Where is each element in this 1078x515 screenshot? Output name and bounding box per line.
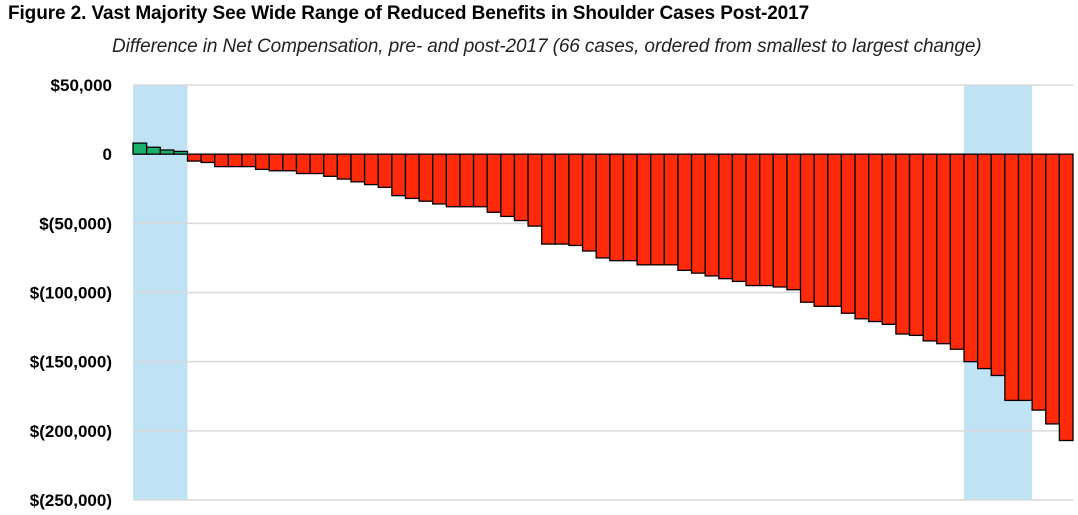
bar-case-9 <box>241 153 257 168</box>
bar-case-69 <box>1058 153 1074 442</box>
bar-case-3 <box>159 149 175 155</box>
bar-case-49 <box>786 153 802 291</box>
bar-case-37 <box>622 153 638 262</box>
bar-case-15 <box>323 153 338 177</box>
bar-case-25 <box>459 153 475 208</box>
bar-case-64 <box>990 153 1006 377</box>
bar-case-33 <box>568 153 584 247</box>
bar-case-41 <box>677 153 693 272</box>
bar-case-11 <box>268 153 284 172</box>
bar-case-46 <box>745 153 761 287</box>
bar-case-26 <box>472 153 488 208</box>
bar-case-63 <box>976 153 992 370</box>
bar-case-67 <box>1031 153 1047 411</box>
y-tick-label: $(200,000) <box>30 422 112 441</box>
bar-case-40 <box>663 153 679 266</box>
y-tick-label: $(250,000) <box>30 491 112 510</box>
bar-case-29 <box>513 153 529 222</box>
bar-case-1 <box>132 142 148 155</box>
bar-case-65 <box>1004 153 1020 402</box>
bar-case-4 <box>173 150 189 155</box>
bar-case-54 <box>854 153 870 320</box>
bar-case-51 <box>813 153 829 307</box>
bars <box>132 142 1074 442</box>
chart-subtitle: Difference in Net Compensation, pre- and… <box>112 36 982 57</box>
y-tick-label: $50,000 <box>51 76 112 95</box>
bar-case-48 <box>772 153 788 288</box>
bar-case-66 <box>1017 153 1033 402</box>
y-tick-label: $(100,000) <box>30 284 112 303</box>
bar-case-52 <box>827 153 843 307</box>
bar-case-42 <box>690 153 706 274</box>
bar-case-16 <box>336 153 352 180</box>
bar-case-5 <box>186 153 202 162</box>
bar-case-22 <box>418 153 434 202</box>
bar-case-2 <box>145 146 161 155</box>
bar-case-21 <box>404 153 420 200</box>
bar-case-13 <box>295 153 311 175</box>
bar-case-19 <box>377 153 393 189</box>
y-tick-label: $(50,000) <box>39 214 112 233</box>
bar-case-47 <box>759 153 774 287</box>
bar-case-50 <box>799 153 815 303</box>
bar-case-56 <box>881 153 897 325</box>
bar-case-38 <box>636 153 652 266</box>
bar-case-6 <box>200 153 216 164</box>
bar-case-59 <box>922 153 938 342</box>
bar-case-68 <box>1045 153 1061 425</box>
bar-case-17 <box>350 153 366 183</box>
bar-case-32 <box>554 153 570 245</box>
bar-case-35 <box>595 153 611 259</box>
bar-case-8 <box>227 153 243 168</box>
bar-case-12 <box>282 153 298 172</box>
bar-case-44 <box>718 153 734 280</box>
bar-case-62 <box>963 153 979 363</box>
y-tick-label: $(150,000) <box>30 353 112 372</box>
chart-title: Figure 2. Vast Majority See Wide Range o… <box>8 3 810 24</box>
bar-case-28 <box>500 153 516 218</box>
bar-case-14 <box>309 153 325 175</box>
bar-case-61 <box>949 153 965 350</box>
bar-case-30 <box>527 153 543 227</box>
bar-case-60 <box>936 153 952 345</box>
bar-case-27 <box>486 153 502 213</box>
y-axis-tick-labels: $50,000 0 $(50,000) $(100,000) $(150,000) $(2… <box>30 76 112 510</box>
bar-case-20 <box>391 153 407 197</box>
bar-case-10 <box>254 153 270 171</box>
bar-case-18 <box>363 153 379 186</box>
bar-case-58 <box>908 153 924 337</box>
y-tick-label: 0 <box>103 145 112 164</box>
bar-case-34 <box>581 153 597 252</box>
bar-case-53 <box>840 153 856 314</box>
bar-case-57 <box>895 153 911 335</box>
bar-case-23 <box>432 153 447 205</box>
bar-case-39 <box>650 153 665 266</box>
bar-case-31 <box>541 153 556 245</box>
bar-case-55 <box>868 153 883 323</box>
bar-case-36 <box>609 153 625 262</box>
bar-case-43 <box>704 153 720 277</box>
bar-case-24 <box>445 153 461 208</box>
bar-case-7 <box>214 153 230 168</box>
bar-case-45 <box>731 153 747 283</box>
